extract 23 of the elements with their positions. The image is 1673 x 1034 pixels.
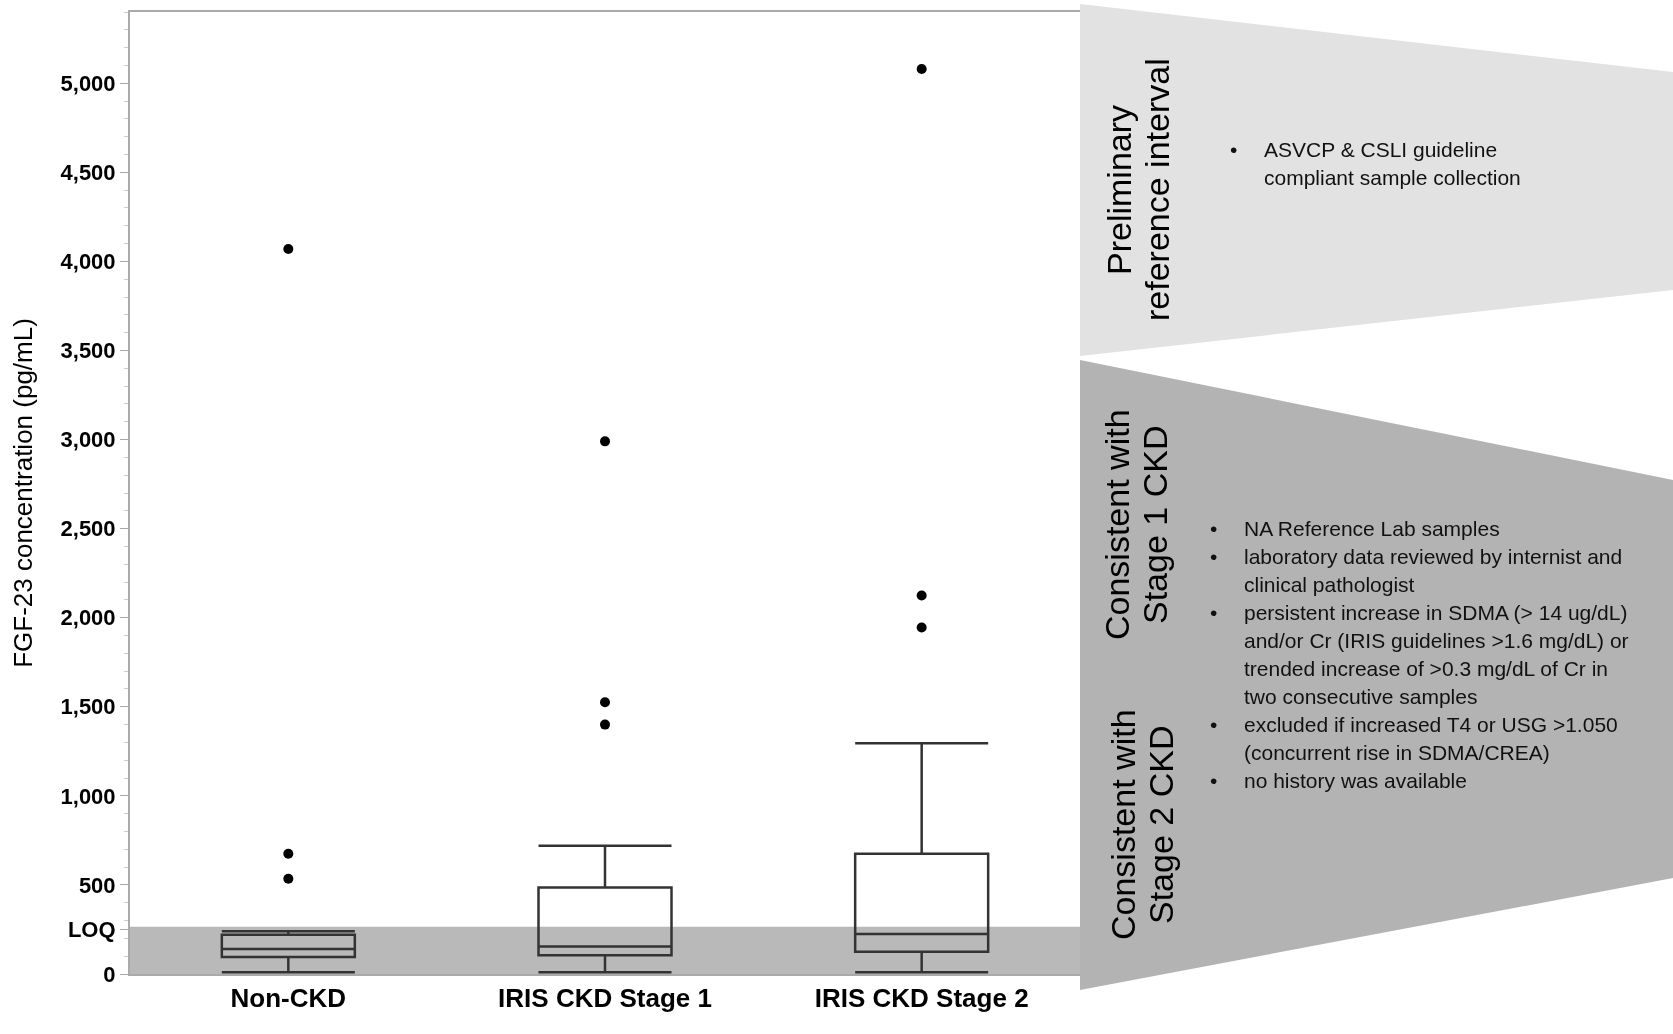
x-tick-label: IRIS CKD Stage 1 — [498, 983, 712, 1014]
text: • ASVCP & CSLI guideline compliant sample collection — [1230, 138, 1521, 189]
text: Preliminary reference interval — [1100, 57, 1176, 324]
y-tick-label: 2,500 — [60, 516, 116, 542]
text: Consistent with Stage 2 CKD — [1104, 708, 1180, 943]
y-tick-label: 2,000 — [60, 605, 116, 631]
text: • excluded if increased T4 or USG >1.050 (concurrent rise in SDMA/CREA) — [1210, 713, 1618, 764]
y-tick-label: 500 — [78, 872, 116, 898]
y-tick-label: 4,000 — [60, 249, 116, 275]
y-tick-label: 0 — [103, 961, 116, 987]
y-axis-title: FGF-23 concentration (pg/mL) — [8, 318, 39, 668]
text: • no history was available — [1210, 769, 1467, 792]
x-tick-label: IRIS CKD Stage 2 — [814, 983, 1029, 1014]
y-tick-label: LOQ — [67, 917, 116, 943]
x-tick-label: Non-CKD — [230, 983, 347, 1014]
y-tick-label: 1,500 — [60, 694, 116, 720]
y-tick-label: 3,000 — [60, 427, 116, 453]
y-tick-label: 5,000 — [60, 70, 116, 96]
y-tick-label: 3,500 — [60, 338, 116, 364]
y-tick-label: 4,500 — [60, 160, 116, 186]
text: Consistent with Stage 1 CKD — [1098, 408, 1174, 643]
text: • NA Reference Lab samples — [1210, 517, 1500, 540]
y-tick-label: 1,000 — [60, 783, 116, 809]
